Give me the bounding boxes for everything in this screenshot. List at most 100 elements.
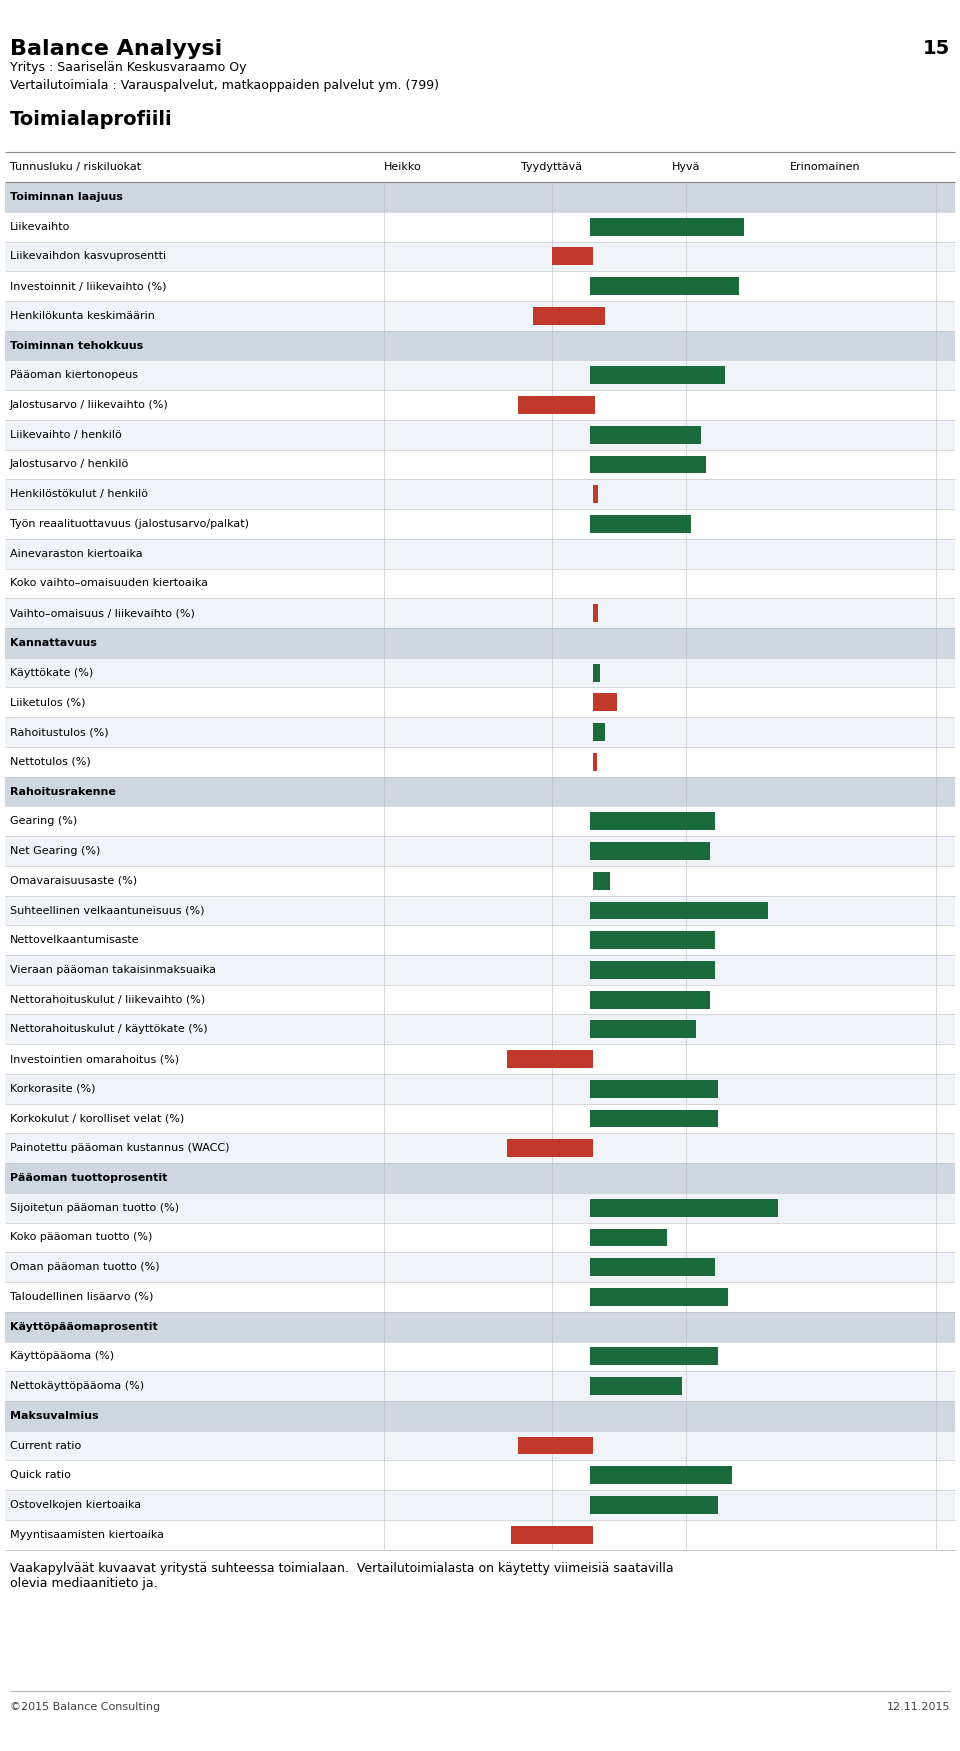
- Bar: [590, 1378, 682, 1396]
- Bar: [590, 1080, 718, 1098]
- Bar: [5, 1103, 955, 1133]
- Bar: [5, 1133, 955, 1163]
- Bar: [590, 961, 715, 979]
- Bar: [5, 1520, 955, 1550]
- Text: Jalostusarvo / henkilö: Jalostusarvo / henkilö: [10, 459, 129, 469]
- Text: Toiminnan laajuus: Toiminnan laajuus: [10, 193, 123, 201]
- Text: Henkilökunta keskimäärin: Henkilökunta keskimäärin: [10, 312, 155, 320]
- Bar: [590, 902, 768, 919]
- Bar: [590, 812, 715, 830]
- Bar: [518, 1436, 593, 1455]
- Bar: [5, 361, 955, 390]
- Bar: [593, 753, 597, 770]
- Bar: [593, 872, 610, 890]
- Bar: [590, 217, 744, 236]
- Text: Korkokulut / korolliset velat (%): Korkokulut / korolliset velat (%): [10, 1114, 184, 1124]
- Text: Current ratio: Current ratio: [10, 1441, 81, 1450]
- Bar: [590, 1466, 732, 1485]
- Bar: [5, 1401, 955, 1431]
- Bar: [590, 1348, 718, 1366]
- Text: Koko pääoman tuotto (%): Koko pääoman tuotto (%): [10, 1233, 152, 1243]
- Bar: [590, 1199, 778, 1217]
- Bar: [552, 247, 593, 266]
- Bar: [590, 932, 715, 949]
- Bar: [533, 306, 605, 324]
- Text: Nettorahoituskulut / käyttökate (%): Nettorahoituskulut / käyttökate (%): [10, 1024, 207, 1035]
- Text: Quick ratio: Quick ratio: [10, 1471, 70, 1480]
- Bar: [518, 396, 595, 413]
- Bar: [5, 1044, 955, 1073]
- Bar: [593, 664, 600, 681]
- Text: Liikevaihdon kasvuprosentti: Liikevaihdon kasvuprosentti: [10, 252, 166, 261]
- Text: Toiminnan tehokkuus: Toiminnan tehokkuus: [10, 341, 143, 350]
- Bar: [5, 1460, 955, 1490]
- Text: Liiketulos (%): Liiketulos (%): [10, 697, 85, 707]
- Text: Investointien omarahoitus (%): Investointien omarahoitus (%): [10, 1054, 179, 1065]
- Bar: [5, 182, 955, 212]
- Bar: [5, 837, 955, 865]
- Bar: [5, 658, 955, 688]
- Bar: [5, 1073, 955, 1103]
- Bar: [590, 1229, 667, 1247]
- Bar: [5, 895, 955, 925]
- Text: Vaihto–omaisuus / liikevaihto (%): Vaihto–omaisuus / liikevaihto (%): [10, 608, 195, 618]
- Bar: [5, 748, 955, 777]
- Text: Pääoman kiertonopeus: Pääoman kiertonopeus: [10, 369, 137, 380]
- Bar: [5, 1311, 955, 1341]
- Bar: [5, 1163, 955, 1192]
- Bar: [593, 693, 617, 711]
- Text: 15: 15: [924, 39, 950, 58]
- Bar: [5, 688, 955, 718]
- Bar: [507, 1140, 593, 1157]
- Bar: [5, 450, 955, 480]
- Bar: [5, 510, 955, 539]
- Text: Käyttöpääomaprosentit: Käyttöpääomaprosentit: [10, 1322, 157, 1333]
- Bar: [5, 629, 955, 658]
- Bar: [5, 539, 955, 569]
- Text: Vaakapylväät kuvaavat yritystä suhteessa toimialaan.  Vertailutoimialasta on käy: Vaakapylväät kuvaavat yritystä suhteessa…: [10, 1562, 673, 1590]
- Text: Balance Analyysi: Balance Analyysi: [10, 39, 222, 58]
- Bar: [5, 1192, 955, 1222]
- Bar: [5, 954, 955, 984]
- Text: Maksuvalmius: Maksuvalmius: [10, 1411, 98, 1420]
- Text: Käyttöpääoma (%): Käyttöpääoma (%): [10, 1352, 113, 1361]
- Text: Omavaraisuusaste (%): Omavaraisuusaste (%): [10, 876, 136, 886]
- Text: Ainevaraston kiertoaika: Ainevaraston kiertoaika: [10, 548, 142, 559]
- Text: Painotettu pääoman kustannus (WACC): Painotettu pääoman kustannus (WACC): [10, 1143, 229, 1154]
- Text: Tunnusluku / riskiluokat: Tunnusluku / riskiluokat: [10, 163, 141, 172]
- Bar: [5, 301, 955, 331]
- Bar: [590, 515, 691, 532]
- Text: Vertailutoimiala : Varauspalvelut, matkaoppaiden palvelut ym. (799): Vertailutoimiala : Varauspalvelut, matka…: [10, 79, 439, 91]
- Text: Net Gearing (%): Net Gearing (%): [10, 846, 100, 856]
- Text: Heikko: Heikko: [384, 163, 422, 172]
- Text: Rahoitusrakenne: Rahoitusrakenne: [10, 786, 115, 797]
- Bar: [590, 1259, 715, 1276]
- Bar: [593, 723, 605, 741]
- Bar: [590, 1495, 718, 1515]
- Bar: [5, 599, 955, 629]
- Bar: [590, 1110, 718, 1128]
- Text: Oman pääoman tuotto (%): Oman pääoman tuotto (%): [10, 1262, 159, 1273]
- Bar: [590, 277, 739, 294]
- Bar: [5, 1282, 955, 1311]
- Text: Investoinnit / liikevaihto (%): Investoinnit / liikevaihto (%): [10, 282, 166, 291]
- Bar: [511, 1525, 593, 1544]
- Text: Korkorasite (%): Korkorasite (%): [10, 1084, 95, 1094]
- Text: Nettorahoituskulut / liikevaihto (%): Nettorahoituskulut / liikevaihto (%): [10, 995, 204, 1005]
- Text: Nettokäyttöpääoma (%): Nettokäyttöpääoma (%): [10, 1382, 144, 1390]
- Bar: [5, 390, 955, 420]
- Text: Käyttökate (%): Käyttökate (%): [10, 667, 93, 678]
- Bar: [590, 842, 710, 860]
- Bar: [5, 212, 955, 242]
- Text: Yritys : Saariselän Keskusvaraamo Oy: Yritys : Saariselän Keskusvaraamo Oy: [10, 61, 246, 74]
- Bar: [5, 925, 955, 954]
- Text: Nettovelkaantumisaste: Nettovelkaantumisaste: [10, 935, 139, 946]
- Bar: [5, 865, 955, 895]
- Bar: [5, 718, 955, 748]
- Bar: [5, 480, 955, 510]
- Text: Erinomainen: Erinomainen: [790, 163, 861, 172]
- Bar: [5, 271, 955, 301]
- Bar: [5, 1014, 955, 1044]
- Bar: [590, 455, 706, 473]
- Bar: [5, 1490, 955, 1520]
